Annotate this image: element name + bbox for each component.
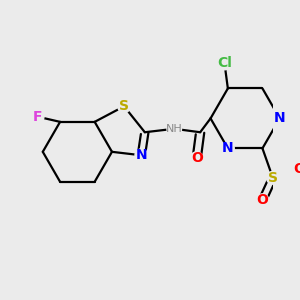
Text: N: N — [136, 148, 147, 162]
Circle shape — [167, 122, 182, 136]
Circle shape — [217, 55, 232, 70]
Circle shape — [190, 152, 203, 165]
Text: N: N — [222, 141, 234, 155]
Circle shape — [118, 100, 130, 113]
Text: O: O — [191, 151, 203, 165]
Text: S: S — [268, 171, 278, 185]
Circle shape — [256, 194, 269, 207]
Text: O: O — [293, 162, 300, 176]
Circle shape — [135, 149, 148, 162]
Text: NH: NH — [166, 124, 183, 134]
Text: N: N — [274, 111, 286, 125]
Text: S: S — [119, 99, 129, 113]
Text: O: O — [256, 193, 268, 207]
Circle shape — [221, 142, 234, 155]
Circle shape — [266, 171, 279, 184]
Text: F: F — [33, 110, 42, 124]
Circle shape — [292, 163, 300, 176]
Text: Cl: Cl — [217, 56, 232, 70]
Circle shape — [273, 112, 286, 125]
Circle shape — [31, 110, 44, 123]
